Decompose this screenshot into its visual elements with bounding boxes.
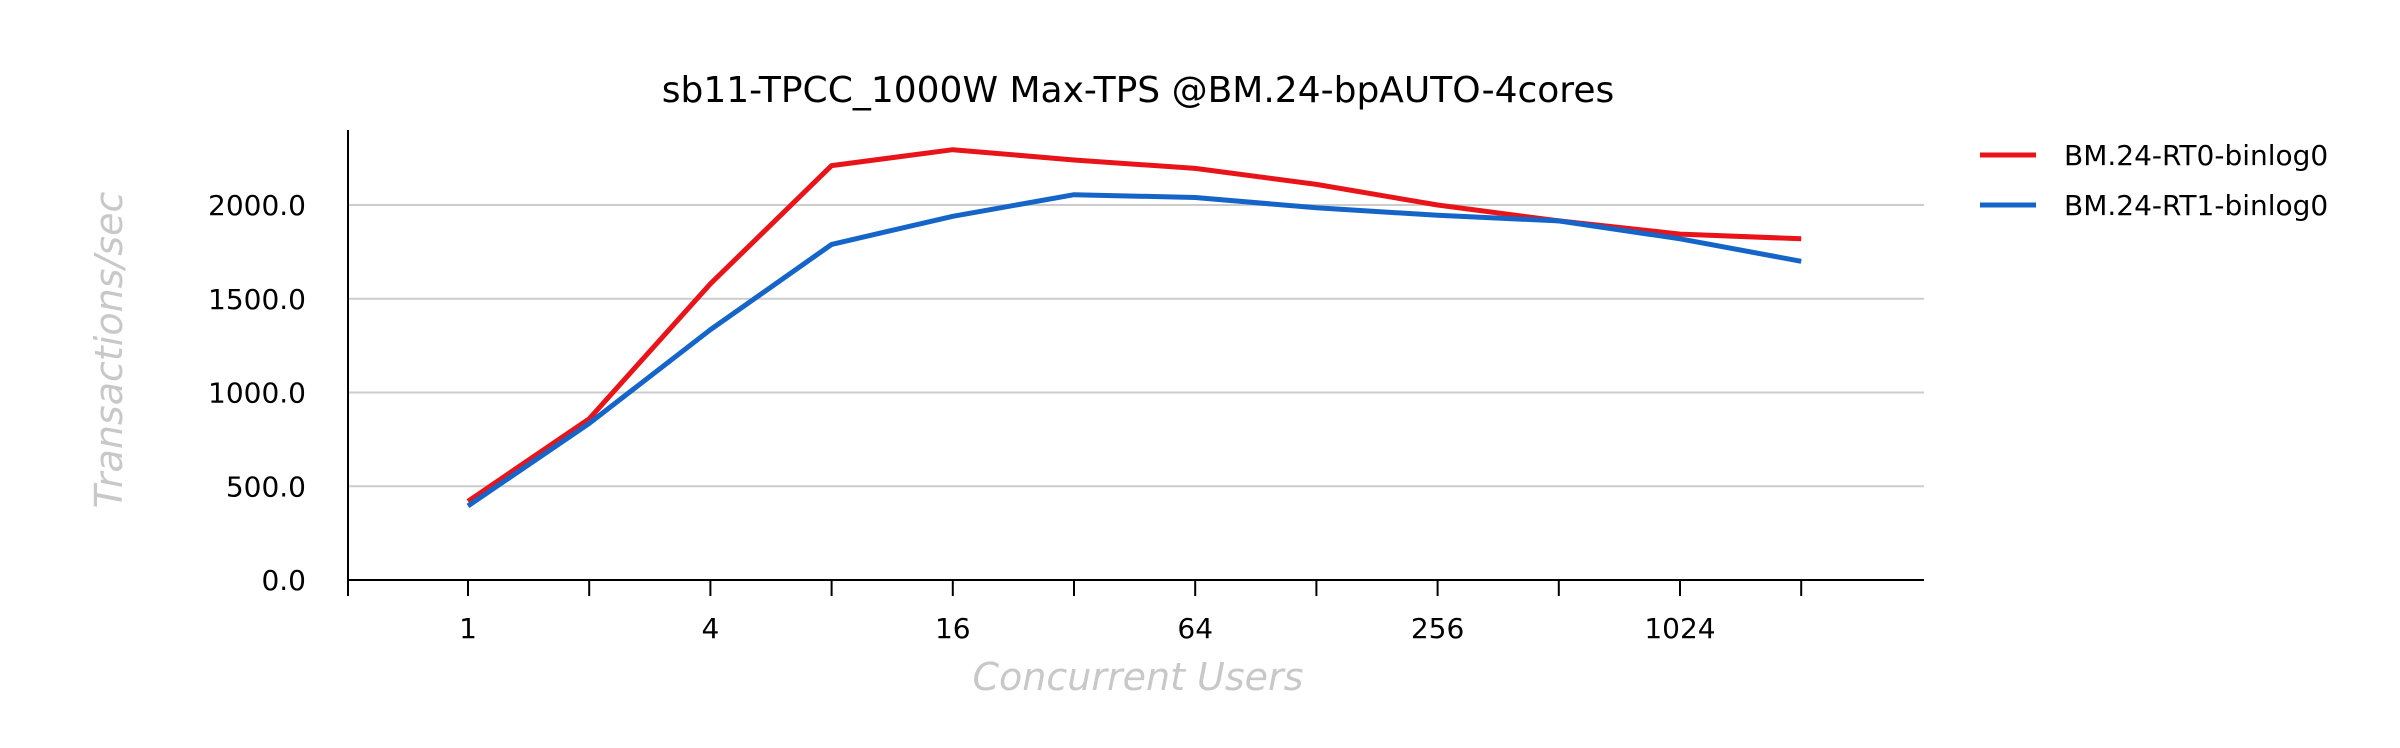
x-axis-ticks: 1 4 16 64 256 1024	[459, 580, 1803, 645]
y-tick-label: 500.0	[226, 470, 306, 503]
series-line	[466, 192, 1802, 508]
axes	[347, 130, 1924, 596]
series-line	[466, 147, 1802, 504]
x-tick-label: 1024	[1644, 612, 1715, 645]
chart-title: sb11-TPCC_1000W Max-TPS @BM.24-bpAUTO-4c…	[662, 70, 1614, 111]
y-tick-label: 1500.0	[208, 283, 306, 316]
x-tick-label: 4	[701, 612, 719, 645]
y-tick-label: 2000.0	[208, 189, 306, 222]
y-tick-label: 0.0	[261, 564, 306, 597]
legend-label: BM.24-RT0-binlog0	[2064, 139, 2328, 172]
y-axis-label: Transactions/sec	[87, 192, 131, 509]
x-tick-label: 64	[1177, 612, 1213, 645]
x-tick-label: 16	[935, 612, 971, 645]
y-axis-ticks: 0.0 500.0 1000.0 1500.0 2000.0	[208, 189, 306, 597]
x-axis-label: Concurrent Users	[973, 655, 1304, 699]
series-lines	[466, 147, 1802, 508]
legend-label: BM.24-RT1-binlog0	[2064, 189, 2328, 222]
legend: BM.24-RT0-binlog0 BM.24-RT1-binlog0	[1980, 139, 2328, 222]
y-tick-label: 1000.0	[208, 377, 306, 410]
x-tick-label: 256	[1411, 612, 1464, 645]
grid-lines	[348, 204, 1924, 488]
x-tick-label: 1	[459, 612, 477, 645]
